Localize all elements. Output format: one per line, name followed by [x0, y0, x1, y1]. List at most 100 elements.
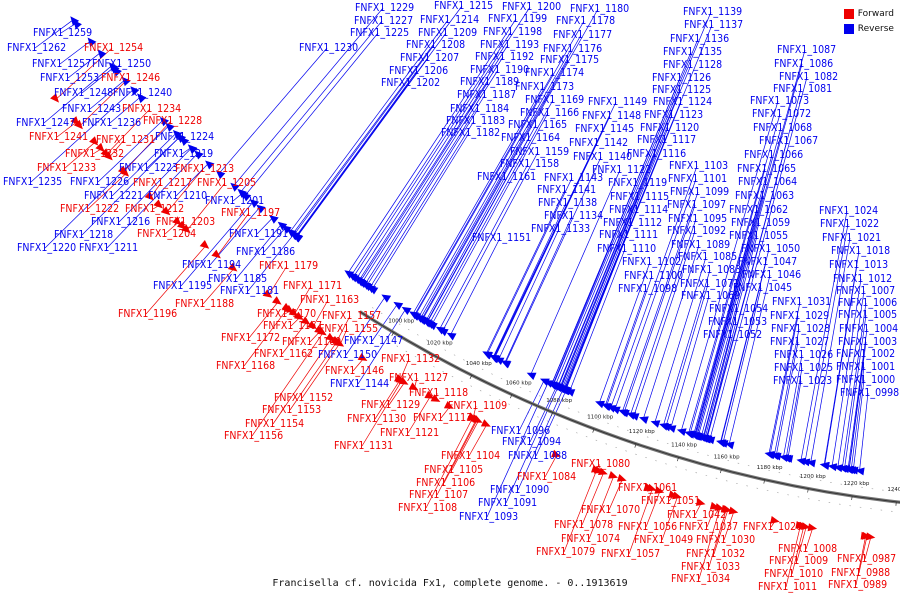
leader-line: [150, 182, 162, 198]
gene-arrow: [144, 191, 154, 201]
leader-line: [295, 70, 418, 237]
gene-arrow: [796, 457, 807, 466]
reverse-swatch: [843, 23, 854, 34]
gene-label: FNFX1_1046: [742, 269, 801, 281]
leader-line: [415, 20, 585, 316]
gene-arrow: [293, 311, 304, 320]
tick-mark: [763, 479, 766, 484]
gene-arrow: [650, 420, 661, 428]
leader-line: [700, 222, 760, 437]
leader-line: [106, 108, 151, 155]
gene-arrow: [646, 483, 657, 492]
gene-label: FNFX1_1087: [777, 44, 836, 56]
gene-label: FNFX1_1061: [618, 482, 677, 494]
gene-arrow: [347, 272, 358, 281]
gene-arrow: [241, 192, 252, 202]
gene-label: FNFX1_1234: [122, 103, 181, 115]
gene-label: FNFX1_1188: [175, 298, 234, 310]
leader-line: [505, 386, 559, 504]
tick-label: 1060 kbp: [506, 380, 532, 386]
gene-label: FNFX1_1142: [569, 137, 628, 149]
leader-line: [289, 341, 337, 411]
gene-label: FNFX1_1065: [737, 163, 796, 175]
gene-arrow: [119, 167, 130, 177]
tick-mark: [430, 354, 433, 359]
tick-label: 1160 kbp: [714, 455, 740, 461]
gene-label: FNFX1_1257: [32, 58, 91, 70]
gene-label: FNFX1_1088: [508, 450, 567, 462]
leader-line: [56, 121, 77, 138]
leader-line: [852, 379, 865, 470]
gene-label: FNFX1_1018: [831, 245, 890, 257]
gene-arrow: [330, 336, 341, 345]
gene-label: FNFX1_1119: [608, 177, 667, 189]
gene-label: FNFX1_1079: [536, 546, 595, 558]
leader-line: [859, 392, 869, 471]
gene-label: FNFX1_1022: [820, 218, 879, 230]
gene-label: FNFX1_1216: [91, 216, 150, 228]
gene-label: FNFX1_1136: [670, 33, 729, 45]
gene-label: FNFX1_1236: [82, 117, 141, 129]
gene-label: FNFX1_1197: [221, 207, 280, 219]
gene-arrow: [676, 428, 687, 436]
leader-line: [530, 169, 621, 375]
gene-label: FNFX1_1207: [400, 52, 459, 64]
gene-arrow: [277, 221, 288, 231]
tick-label: 1200 kbp: [800, 474, 826, 480]
gene-label: FNFX1_1147: [344, 335, 403, 347]
gene-label: FNFX1_1233: [37, 162, 96, 174]
leader-line: [847, 328, 868, 470]
gene-arrow: [317, 327, 327, 336]
gene-label: FNFX1_1149: [588, 96, 647, 108]
leader-line: [769, 315, 799, 455]
gene-label: FNFX1_1099: [670, 186, 729, 198]
gene-label: FNFX1_1059: [731, 217, 790, 229]
gene-arrow: [840, 465, 850, 474]
leader-line: [439, 163, 529, 330]
leader-line: [552, 182, 637, 385]
gene-label: FNFX1_1106: [416, 477, 475, 489]
leader-line: [79, 77, 130, 127]
leader-line: [202, 268, 235, 305]
gene-label: FNFX1_1113: [413, 412, 472, 424]
gene-label: FNFX1_1193: [480, 39, 539, 51]
gene-label: FNFX1_1001: [836, 361, 895, 373]
gene-label: FNFX1_1056: [618, 521, 677, 533]
leader-lines: [30, 5, 872, 588]
leader-line: [855, 536, 866, 586]
leader-line: [559, 153, 656, 388]
leader-line: [844, 314, 867, 469]
gene-arrow: [172, 216, 182, 226]
gene-label: FNFX1_1095: [668, 213, 727, 225]
gene-label: FNFX1_1103: [669, 160, 728, 172]
tick-label: 1180 kbp: [757, 465, 783, 471]
gene-label: FNFX1_1141: [537, 184, 596, 196]
gene-label: FNFX1_1140: [573, 151, 632, 163]
gene-arrow: [70, 116, 80, 126]
legend-reverse: Reverse: [843, 21, 894, 36]
gene-label: FNFX1_1173: [515, 81, 574, 93]
gene-arrow: [130, 86, 140, 96]
gene-label: FNFX1_1033: [681, 561, 740, 573]
gene-label: FNFX1_1131: [334, 440, 393, 452]
gene-arrow: [409, 311, 419, 320]
gene-arrow: [807, 523, 818, 532]
leader-line: [783, 354, 803, 458]
gene-label: FNFX1_1176: [543, 43, 602, 55]
gene-label: FNFX1_1089: [671, 239, 730, 251]
leader-line: [263, 227, 286, 253]
gene-label: FNFX1_1138: [538, 197, 597, 209]
gene-label: FNFX1_1143: [544, 172, 603, 184]
gene-label: FNFX1_1085: [678, 251, 737, 263]
gene-arrow: [551, 449, 561, 458]
legend: Forward Reverse: [843, 6, 894, 36]
leader-line: [336, 315, 351, 342]
gene-label: FNFX1_1126: [652, 72, 711, 84]
leader-line: [87, 173, 127, 210]
gene-label: FNFX1_1021: [822, 232, 881, 244]
gene-arrow: [176, 133, 186, 143]
gene-arrow: [215, 170, 226, 180]
gene-label: FNFX1_1024: [819, 205, 878, 217]
leader-line: [785, 367, 803, 458]
tick-label: 1100 kbp: [587, 414, 613, 420]
